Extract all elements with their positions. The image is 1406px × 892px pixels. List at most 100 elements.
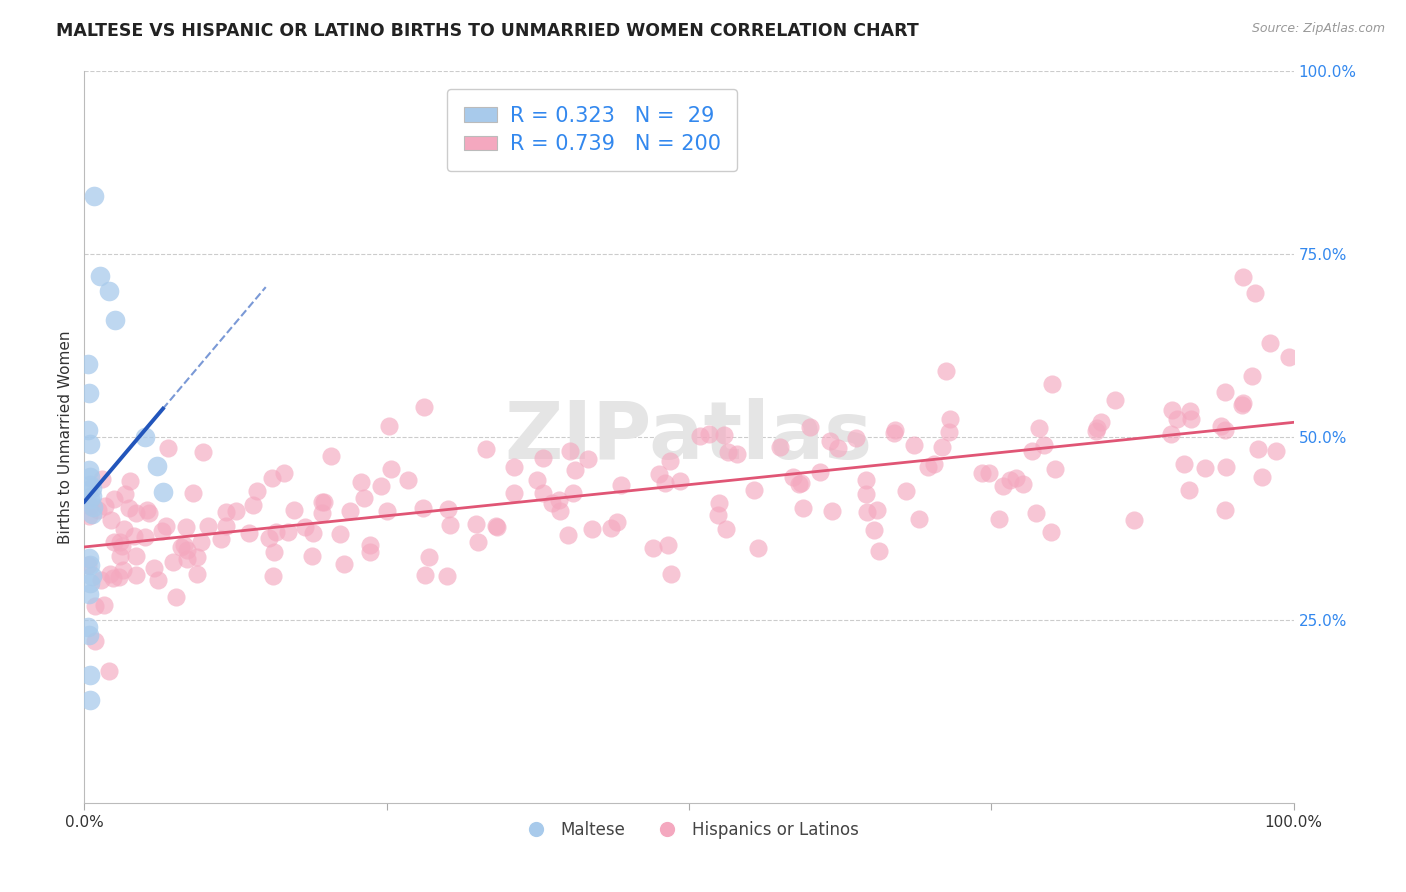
- Point: [868, 544, 890, 558]
- Point: [157, 441, 180, 455]
- Point: [467, 535, 489, 549]
- Point: [181, 486, 204, 500]
- Point: [111, 539, 134, 553]
- Point: [273, 466, 295, 480]
- Point: [80, 489, 103, 503]
- Point: [540, 496, 562, 510]
- Point: [79, 477, 101, 491]
- Point: [1012, 477, 1035, 491]
- Point: [1244, 285, 1267, 300]
- Point: [1211, 419, 1233, 434]
- Point: [162, 555, 184, 569]
- Point: [108, 569, 131, 583]
- Point: [89, 269, 111, 284]
- Point: [77, 509, 100, 524]
- Point: [238, 526, 260, 541]
- Point: [855, 473, 877, 487]
- Point: [79, 576, 101, 591]
- Point: [90, 473, 112, 487]
- Point: [134, 530, 156, 544]
- Point: [80, 507, 103, 521]
- Point: [311, 507, 333, 521]
- Point: [1265, 444, 1288, 458]
- Point: [77, 423, 100, 437]
- Point: [1247, 442, 1270, 457]
- Point: [1194, 460, 1216, 475]
- Point: [103, 492, 125, 507]
- Point: [924, 457, 946, 471]
- Point: [1043, 461, 1066, 475]
- Point: [93, 500, 115, 514]
- Point: [1085, 421, 1108, 435]
- Point: [103, 534, 125, 549]
- Point: [1000, 473, 1022, 487]
- Point: [146, 573, 169, 587]
- Point: [80, 569, 103, 583]
- Point: [938, 425, 960, 440]
- Point: [1004, 471, 1026, 485]
- Point: [1178, 483, 1201, 497]
- Point: [97, 664, 120, 678]
- Point: [380, 461, 402, 475]
- Point: [176, 543, 198, 558]
- Point: [314, 494, 336, 508]
- Point: [866, 503, 889, 517]
- Point: [155, 519, 177, 533]
- Point: [79, 558, 101, 573]
- Point: [79, 437, 101, 451]
- Point: [359, 545, 381, 559]
- Point: [1232, 270, 1254, 285]
- Point: [883, 425, 905, 440]
- Point: [1090, 415, 1112, 429]
- Point: [277, 525, 299, 540]
- Point: [787, 477, 810, 491]
- Point: [725, 447, 748, 461]
- Point: [790, 476, 813, 491]
- Point: [170, 540, 193, 554]
- Point: [77, 357, 100, 371]
- Point: [79, 499, 101, 513]
- Point: [1213, 503, 1236, 517]
- Point: [301, 549, 323, 563]
- Point: [436, 568, 458, 582]
- Point: [1258, 335, 1281, 350]
- Point: [1173, 457, 1195, 471]
- Point: [83, 188, 105, 202]
- Point: [548, 504, 571, 518]
- Point: [262, 471, 284, 485]
- Point: [215, 519, 238, 533]
- Point: [242, 498, 264, 512]
- Point: [79, 667, 101, 681]
- Point: [79, 470, 101, 484]
- Point: [79, 693, 101, 707]
- Point: [176, 551, 198, 566]
- Point: [1025, 506, 1047, 520]
- Point: [138, 507, 160, 521]
- Point: [792, 501, 814, 516]
- Point: [903, 438, 925, 452]
- Point: [112, 522, 135, 536]
- Point: [77, 463, 100, 477]
- Point: [560, 443, 582, 458]
- Point: [90, 573, 112, 587]
- Point: [1166, 412, 1188, 426]
- Point: [209, 532, 232, 546]
- Point: [413, 567, 436, 582]
- Text: Source: ZipAtlas.com: Source: ZipAtlas.com: [1251, 22, 1385, 36]
- Point: [197, 518, 219, 533]
- Point: [174, 519, 197, 533]
- Point: [375, 504, 398, 518]
- Point: [782, 470, 804, 484]
- Point: [979, 466, 1001, 480]
- Point: [855, 487, 877, 501]
- Point: [1123, 513, 1146, 527]
- Point: [152, 485, 174, 500]
- Point: [557, 528, 579, 542]
- Point: [970, 466, 993, 480]
- Point: [77, 558, 100, 572]
- Point: [475, 442, 498, 456]
- Point: [1278, 350, 1301, 364]
- Point: [1251, 470, 1274, 484]
- Point: [827, 441, 849, 455]
- Point: [135, 503, 157, 517]
